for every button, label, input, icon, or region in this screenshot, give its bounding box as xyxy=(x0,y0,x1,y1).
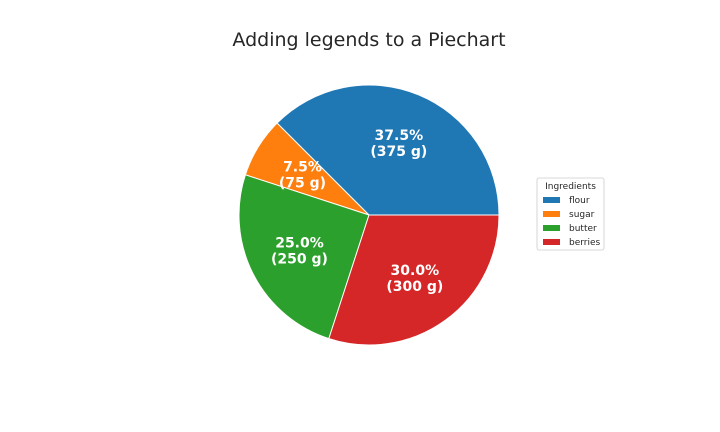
slice-label-berries: 30.0% (300 g) xyxy=(386,263,443,295)
pie-slice-butter xyxy=(238,174,370,340)
legend-label-sugar: sugar xyxy=(569,210,595,220)
slice-value-flour: (375 g) xyxy=(370,144,427,160)
legend-swatch-flour xyxy=(543,197,560,203)
legend-label-butter: butter xyxy=(569,224,597,234)
legend-label-flour: flour xyxy=(569,196,590,206)
legend: Ingredients flour sugar butter berries xyxy=(536,177,605,251)
legend-label-berries: berries xyxy=(569,238,601,248)
slice-value-berries: (300 g) xyxy=(386,279,443,295)
slice-percent-flour: 37.5% xyxy=(375,128,424,144)
slice-percent-sugar: 7.5% xyxy=(283,159,322,175)
slice-percent-butter: 25.0% xyxy=(275,235,324,251)
slice-label-flour: 37.5% (375 g) xyxy=(370,128,427,160)
slice-label-butter: 25.0% (250 g) xyxy=(271,235,328,267)
slice-percent-berries: 30.0% xyxy=(391,263,440,279)
pie-slice-berries xyxy=(328,214,500,346)
legend-swatch-sugar xyxy=(543,211,560,217)
slice-label-sugar: 7.5% (75 g) xyxy=(279,159,326,191)
slice-value-butter: (250 g) xyxy=(271,251,328,267)
legend-entries: flour sugar butter berries xyxy=(543,196,601,248)
pie-slice-flour xyxy=(276,84,500,216)
chart-title: Adding legends to a Piechart xyxy=(232,29,505,51)
slice-value-sugar: (75 g) xyxy=(279,175,326,191)
legend-title: Ingredients xyxy=(545,182,596,192)
legend-swatch-butter xyxy=(543,225,560,231)
pie-labels: 37.5% (375 g)7.5% (75 g)25.0% (250 g)30.0%(… xyxy=(271,128,443,295)
pie-slices xyxy=(238,84,500,346)
legend-frame xyxy=(536,177,605,251)
legend-swatch-berries xyxy=(543,239,560,245)
